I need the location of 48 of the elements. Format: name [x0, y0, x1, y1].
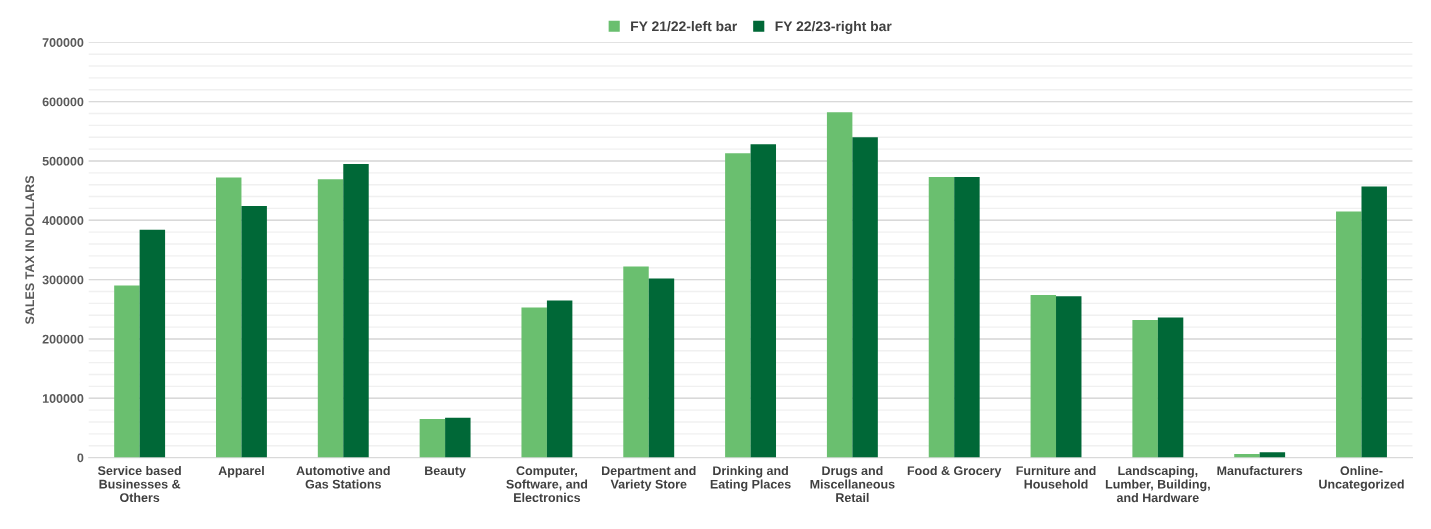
- x-tick-label: Automotive and Gas Stations: [296, 465, 390, 489]
- x-tick-label: Drugs and Miscellaneous Retail: [810, 465, 895, 503]
- x-tick-label: Department and Variety Store: [602, 465, 696, 492]
- bar: [928, 176, 955, 458]
- x-tick-label: Food & Grocery: [907, 465, 1002, 478]
- bar: [750, 144, 777, 458]
- bar: [343, 163, 369, 458]
- bar: [546, 300, 573, 458]
- y-tick-label: 600000: [42, 97, 84, 107]
- x-tick-label: Computer, Software, and Electronics: [506, 466, 588, 503]
- bar: [139, 229, 166, 458]
- x-tick-label: Beauty: [425, 466, 466, 478]
- x-tick-label: Online-Uncategorized: [1319, 465, 1404, 492]
- y-tick-label: 200000: [42, 334, 84, 344]
- x-tick-label: Drinking and Eating Places: [710, 465, 791, 492]
- bar: [725, 153, 751, 458]
- bar: [317, 179, 344, 458]
- bar: [1361, 186, 1387, 458]
- y-tick-label: 500000: [42, 156, 84, 166]
- bar: [1030, 295, 1057, 458]
- y-axis-title: SALES TAX IN DOLLARS: [25, 175, 35, 325]
- bar: [445, 417, 471, 458]
- bar: [954, 176, 980, 458]
- bar: [521, 307, 547, 458]
- y-tick-label: 100000: [42, 394, 84, 403]
- bar: [826, 112, 853, 458]
- bar: [1056, 296, 1082, 458]
- legend-label: FY 22/23-right bar: [775, 20, 892, 34]
- legend-label: FY 21/22-left bar: [631, 20, 738, 32]
- bar: [241, 206, 267, 458]
- bar: [648, 278, 675, 458]
- bar: [1157, 317, 1184, 458]
- bar: [1259, 452, 1286, 458]
- bar: [852, 137, 878, 458]
- x-tick-label: Apparel: [218, 465, 264, 478]
- bar: [623, 266, 649, 458]
- y-tick-label: 300000: [42, 275, 84, 285]
- y-tick-label: 0: [77, 453, 84, 463]
- x-tick-label: Service based Businesses & Others: [97, 465, 181, 503]
- bar: [114, 285, 140, 458]
- x-tick-label: Landscaping, Lumber, Building, and Hardware: [1105, 465, 1210, 503]
- y-tick-label: 400000: [42, 216, 84, 225]
- bar: [419, 419, 446, 458]
- y-tick-label: 700000: [42, 38, 84, 47]
- bar: [216, 177, 242, 458]
- x-tick-label: Manufacturers: [1217, 465, 1303, 476]
- x-tick-label: Furniture and Household: [1016, 465, 1096, 489]
- bar: [1132, 319, 1158, 458]
